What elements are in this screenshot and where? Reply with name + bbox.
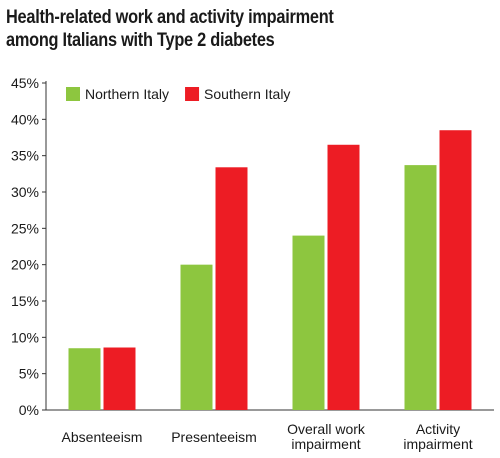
y-tick-label: 25% — [11, 220, 39, 236]
bar-northern — [404, 165, 437, 410]
x-category-label-line: Presenteeism — [171, 429, 257, 445]
y-tick-label: 15% — [11, 293, 39, 309]
chart-title: Health-related work and activity impairm… — [6, 6, 334, 52]
x-category-label-line: Overall work — [287, 421, 366, 437]
y-tick-label: 40% — [11, 111, 39, 127]
x-category-label: Absenteeism — [62, 429, 143, 445]
legend-swatch-southern — [185, 87, 200, 101]
bar-northern — [68, 348, 101, 410]
y-tick-label: 45% — [11, 75, 39, 91]
legend-label-southern: Southern Italy — [204, 86, 290, 102]
bar-southern — [215, 167, 248, 410]
y-tick-label: 5% — [19, 366, 39, 382]
bar-northern — [292, 235, 325, 410]
bar-southern — [103, 347, 136, 410]
x-category-label-line: impairment — [291, 436, 360, 452]
chart-title-line-1: Health-related work and activity impairm… — [6, 7, 334, 28]
legend-swatch-northern — [66, 87, 80, 101]
bar-northern — [180, 264, 213, 410]
y-tick-label: 30% — [11, 184, 39, 200]
x-category-label: Presenteeism — [171, 429, 257, 445]
x-category-label: Overall work impairment — [287, 421, 366, 452]
x-category-label-line: Absenteeism — [62, 429, 143, 445]
y-tick-label: 35% — [11, 148, 39, 164]
x-category-label-line: impairment — [403, 436, 472, 452]
legend-label-northern: Northern Italy — [85, 86, 169, 102]
x-category-label: Activity impairment — [403, 421, 472, 452]
bar-southern — [439, 130, 472, 410]
bar-southern — [327, 144, 360, 410]
y-tick-label: 10% — [11, 329, 39, 345]
y-tick-label: 0% — [19, 402, 39, 418]
chart-title-line-2: among Italians with Type 2 diabetes — [6, 30, 275, 51]
y-tick-label: 20% — [11, 257, 39, 273]
x-category-label-line: Activity — [416, 421, 460, 437]
